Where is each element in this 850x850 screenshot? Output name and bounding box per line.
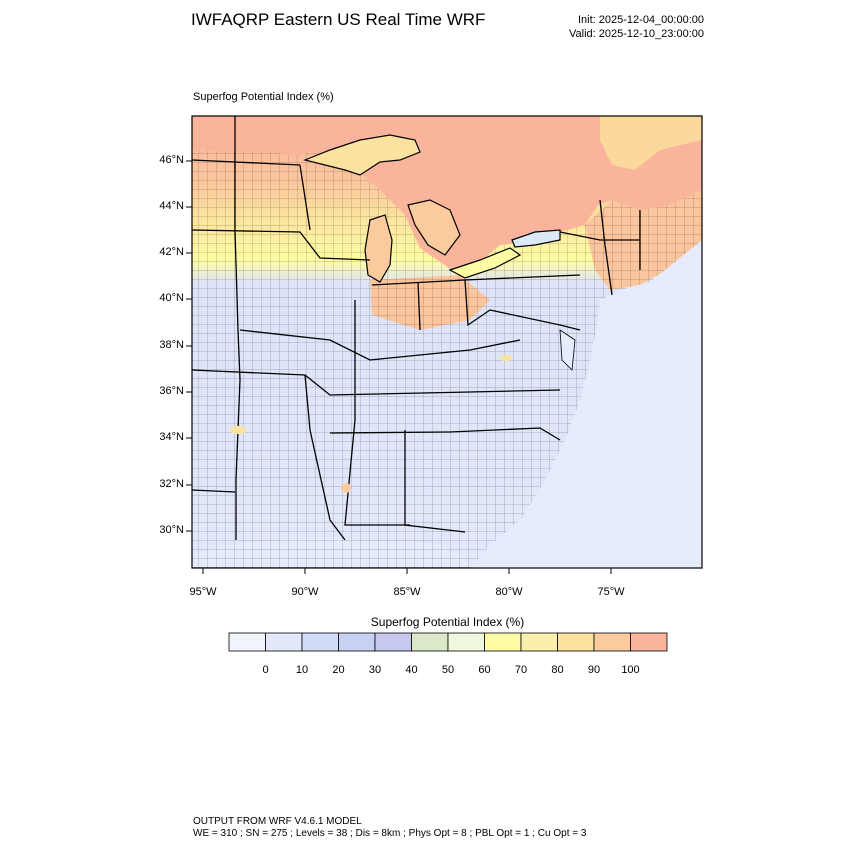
valid-time: Valid: 2025-12-10_23:00:00: [569, 28, 704, 40]
colorbar: [228, 632, 668, 652]
lon-label-90: 90°W: [291, 586, 319, 598]
lake-erie: [448, 247, 522, 279]
colorbar-box: [228, 632, 266, 652]
main-title: IWFAQRP Eastern US Real Time WRF: [191, 10, 486, 29]
colorbar-box: [374, 632, 412, 652]
colorbar-label: 60: [478, 664, 491, 676]
lake-huron: [407, 199, 461, 256]
hotspot-alabama: [341, 483, 351, 493]
lat-label-32: 32°N: [159, 478, 184, 490]
colorbar-box: [301, 632, 339, 652]
lon-ticks: [202, 568, 612, 574]
colorbar-box: [265, 632, 303, 652]
colorbar-label: 50: [441, 664, 455, 676]
lat-label-30: 30°N: [159, 524, 184, 536]
county-lines: [192, 150, 702, 568]
hotspot-virginia: [500, 355, 512, 361]
lat-label-38: 38°N: [159, 339, 184, 351]
lake-ontario: [511, 229, 561, 248]
colorbar-label: 30: [368, 664, 382, 676]
lat-label-34: 34°N: [159, 431, 184, 443]
colorbar-label: 10: [295, 664, 309, 676]
lat-label-40: 40°N: [159, 292, 184, 304]
map-field: [192, 116, 702, 568]
state-boundaries: [192, 116, 641, 541]
lake-michigan: [364, 214, 393, 283]
lon-label-75: 75°W: [597, 586, 625, 598]
colorbar-label: 80: [551, 664, 564, 676]
map-frame: [191, 115, 703, 569]
lat-label-42: 42°N: [159, 246, 184, 258]
colorbar-box: [484, 632, 522, 652]
init-time: Init: 2025-12-04_00:00:00: [578, 14, 704, 26]
colorbar-title: Superfog Potential Index (%): [370, 615, 525, 629]
atlantic-ocean: [470, 240, 702, 568]
colorbar-label: 40: [405, 664, 418, 676]
colorbar-label: 100: [621, 664, 640, 676]
colorbar-label: 70: [514, 664, 528, 676]
canada-region: [192, 116, 702, 272]
lon-label-80: 80°W: [495, 586, 523, 598]
colorbar-box: [593, 632, 631, 652]
colorbar-box: [557, 632, 595, 652]
colorbar-label: 90: [587, 664, 601, 676]
colorbar-box: [520, 632, 558, 652]
hotspot-arkansas: [230, 426, 246, 434]
colorbar-box: [411, 632, 449, 652]
lon-label-95: 95°W: [189, 586, 217, 598]
map-field-label: Superfog Potential Index (%): [193, 91, 334, 103]
canada-patch: [600, 116, 702, 170]
footer-config-line: WE = 310 ; SN = 275 ; Levels = 38 ; Dis …: [193, 828, 587, 839]
colorbar-box: [338, 632, 376, 652]
colorbar-label: 20: [332, 664, 345, 676]
lake-superior: [303, 134, 421, 176]
colorbar-label: 0: [262, 664, 269, 676]
lat-label-36: 36°N: [159, 385, 184, 397]
colorbar-box: [630, 632, 668, 652]
lat-ticks: [186, 160, 192, 532]
lon-label-85: 85°W: [393, 586, 421, 598]
colorbar-box: [447, 632, 485, 652]
chesapeake-bay: [559, 329, 576, 371]
lat-label-46: 46°N: [159, 154, 184, 166]
lat-label-44: 44°N: [159, 200, 184, 212]
footer-model-line: OUTPUT FROM WRF V4.6.1 MODEL: [193, 816, 362, 827]
